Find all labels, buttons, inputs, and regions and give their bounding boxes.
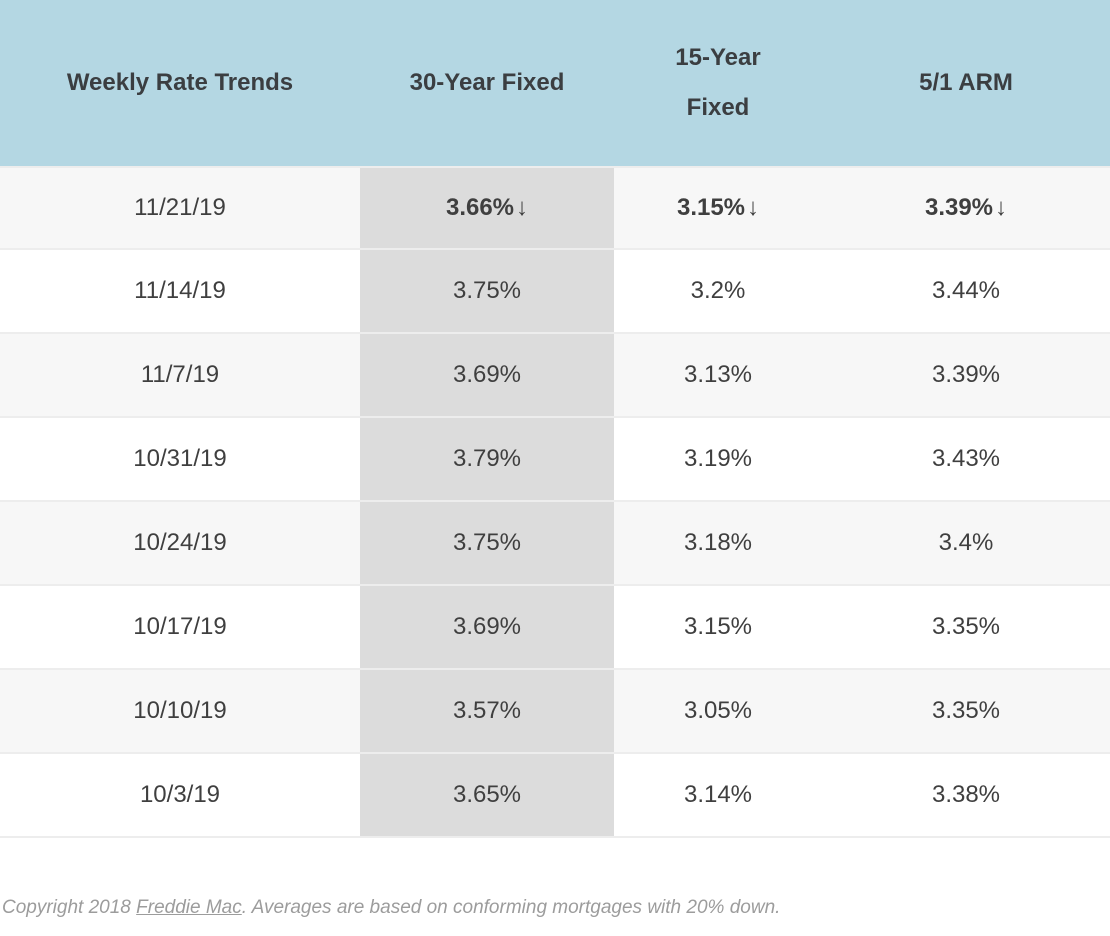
date-cell: 10/31/19 <box>0 418 360 500</box>
rate-30yr-cell: 3.75% <box>360 502 614 584</box>
rate-value: 3.39% <box>924 194 994 221</box>
rate-arm-cell: 3.35% <box>822 586 1110 668</box>
rate-15yr-cell: 3.05% <box>614 670 822 752</box>
down-arrow-icon: ↓ <box>995 194 1008 221</box>
date-cell: 10/17/19 <box>0 586 360 668</box>
rate-15yr-cell: 3.15% <box>614 586 822 668</box>
rate-30yr-cell: 3.66% ↓ <box>360 168 614 248</box>
table-row: 10/3/19 3.65% 3.14% 3.38% <box>0 754 1110 838</box>
rate-table: Weekly Rate Trends 30-Year Fixed 15-Year… <box>0 0 1110 838</box>
copyright-prefix: Copyright 2018 <box>2 897 137 918</box>
rate-15yr-cell: 3.14% <box>614 754 822 836</box>
rate-30yr-cell: 3.79% <box>360 418 614 500</box>
rate-30yr-cell: 3.69% <box>360 586 614 668</box>
freddie-mac-link[interactable]: Freddie Mac <box>136 897 242 918</box>
rate-arm-cell: 3.39% <box>822 334 1110 416</box>
table-header-row: Weekly Rate Trends 30-Year Fixed 15-Year… <box>0 0 1110 166</box>
rate-arm-cell: 3.38% <box>822 754 1110 836</box>
rate-arm-cell: 3.35% <box>822 670 1110 752</box>
rate-30yr-cell: 3.57% <box>360 670 614 752</box>
header-5-1-arm: 5/1 ARM <box>919 69 1013 96</box>
rate-value: 3.66% <box>445 194 515 221</box>
rate-arm-cell: 3.43% <box>822 418 1110 500</box>
header-15yr-fixed: 15-Year Fixed <box>675 44 761 121</box>
copyright-suffix: . Averages are based on conforming mortg… <box>241 897 781 918</box>
date-cell: 10/3/19 <box>0 754 360 836</box>
header-30yr-fixed: 30-Year Fixed <box>409 69 565 96</box>
date-cell: 10/24/19 <box>0 502 360 584</box>
table-row: 10/10/19 3.57% 3.05% 3.35% <box>0 670 1110 754</box>
table-row: 10/24/19 3.75% 3.18% 3.4% <box>0 502 1110 586</box>
date-cell: 10/10/19 <box>0 670 360 752</box>
rate-value: 3.15% <box>676 194 746 221</box>
rate-15yr-cell: 3.18% <box>614 502 822 584</box>
rate-15yr-cell: 3.13% <box>614 334 822 416</box>
down-arrow-icon: ↓ <box>747 194 760 221</box>
down-arrow-icon: ↓ <box>516 194 529 221</box>
rate-arm-cell: 3.44% <box>822 250 1110 332</box>
rate-30yr-cell: 3.75% <box>360 250 614 332</box>
table-row: 11/14/19 3.75% 3.2% 3.44% <box>0 250 1110 334</box>
date-cell: 11/14/19 <box>0 250 360 332</box>
date-cell: 11/7/19 <box>0 334 360 416</box>
rate-arm-cell: 3.39% ↓ <box>822 168 1110 248</box>
rate-30yr-cell: 3.65% <box>360 754 614 836</box>
rate-15yr-cell: 3.15% ↓ <box>614 168 822 248</box>
copyright-note: Copyright 2018 Freddie Mac. Averages are… <box>2 896 1110 920</box>
rate-15yr-cell: 3.19% <box>614 418 822 500</box>
table-row: 11/7/19 3.69% 3.13% 3.39% <box>0 334 1110 418</box>
table-row: 10/17/19 3.69% 3.15% 3.35% <box>0 586 1110 670</box>
date-cell: 11/21/19 <box>0 168 360 248</box>
rate-30yr-cell: 3.69% <box>360 334 614 416</box>
header-weekly-rate-trends: Weekly Rate Trends <box>66 69 294 96</box>
table-row: 11/21/19 3.66% ↓ 3.15% ↓ 3.39% ↓ <box>0 166 1110 250</box>
rate-arm-cell: 3.4% <box>822 502 1110 584</box>
rate-15yr-cell: 3.2% <box>614 250 822 332</box>
table-row: 10/31/19 3.79% 3.19% 3.43% <box>0 418 1110 502</box>
